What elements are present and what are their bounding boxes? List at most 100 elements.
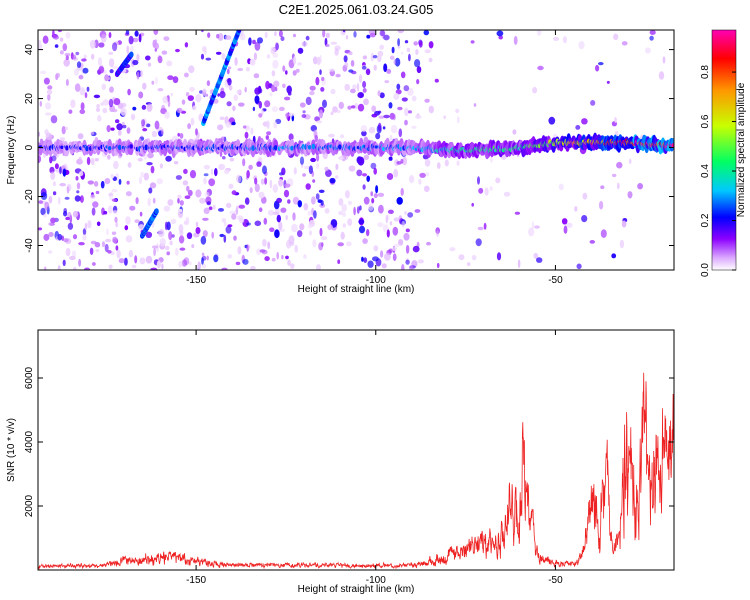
heatmap-cell bbox=[94, 158, 99, 162]
heatmap-cell bbox=[189, 170, 197, 179]
heatmap-cell bbox=[621, 41, 628, 46]
heatmap-cell bbox=[138, 176, 143, 185]
heatmap-cell bbox=[151, 80, 155, 85]
heatmap-cell bbox=[394, 243, 401, 247]
heatmap-cell bbox=[219, 233, 225, 238]
heatmap-cell bbox=[408, 110, 412, 114]
heatmap-cell bbox=[553, 36, 560, 41]
heatmap-cell bbox=[517, 259, 521, 269]
heatmap-cell bbox=[342, 30, 346, 33]
heatmap-cell bbox=[368, 126, 376, 134]
ridge-cell bbox=[273, 145, 278, 151]
heatmap-cell bbox=[627, 191, 633, 199]
heatmap-cell bbox=[232, 105, 236, 112]
heatmap-cell bbox=[244, 131, 249, 139]
heatmap-cell bbox=[360, 125, 368, 132]
heatmap-cell bbox=[312, 239, 317, 248]
heatmap-cell bbox=[235, 261, 241, 266]
heatmap-cell bbox=[388, 102, 393, 109]
heatmap-cell bbox=[260, 178, 265, 185]
heatmap-cell bbox=[393, 59, 396, 65]
heatmap-cell bbox=[125, 216, 131, 225]
heatmap-cell bbox=[117, 129, 122, 136]
heatmap-cell bbox=[134, 30, 139, 37]
heatmap-cell bbox=[649, 35, 654, 41]
heatmap-cell bbox=[316, 153, 320, 162]
heatmap-cell bbox=[278, 30, 283, 38]
heatmap-cell bbox=[384, 80, 390, 84]
heatmap-cell bbox=[418, 40, 423, 48]
heatmap-cell bbox=[456, 160, 460, 166]
heatmap-cell bbox=[305, 183, 311, 190]
heatmap-cell bbox=[616, 161, 623, 169]
heatmap-cell bbox=[315, 76, 320, 86]
heatmap-cell bbox=[415, 49, 419, 55]
heatmap-cell bbox=[78, 156, 82, 164]
heatmap-cell bbox=[356, 169, 363, 177]
heatmap-cell bbox=[312, 56, 318, 65]
heatmap-cell bbox=[561, 218, 568, 225]
heatmap-cell bbox=[346, 241, 352, 247]
heatmap-cell bbox=[107, 250, 112, 254]
heatmap-cell bbox=[238, 102, 245, 107]
heatmap-cell bbox=[190, 117, 195, 126]
heatmap-cell bbox=[377, 54, 382, 63]
heatmap-cell bbox=[307, 223, 313, 229]
heatmap-cell bbox=[324, 166, 329, 172]
heatmap-cell bbox=[74, 68, 79, 76]
heatmap-cell bbox=[400, 158, 404, 164]
heatmap-cell bbox=[63, 58, 70, 67]
heatmap-cell bbox=[534, 225, 540, 229]
heatmap-cell bbox=[377, 90, 381, 97]
heatmap-cell bbox=[49, 156, 53, 164]
heatmap-cell bbox=[195, 189, 202, 198]
ridge-cell bbox=[307, 145, 312, 150]
heatmap-cell bbox=[377, 122, 382, 132]
heatmap-cell bbox=[257, 37, 263, 44]
heatmap-cell bbox=[59, 50, 64, 55]
heatmap-cell bbox=[208, 206, 213, 211]
heatmap-cell bbox=[72, 54, 77, 60]
heatmap-cell bbox=[169, 240, 173, 246]
colorbar-tick-label: 0.4 bbox=[700, 164, 711, 178]
heatmap-cell bbox=[297, 230, 303, 238]
heatmap-cell bbox=[78, 74, 84, 80]
heatmap-cell bbox=[406, 47, 411, 53]
heatmap-cell bbox=[611, 253, 617, 259]
heatmap-cell bbox=[338, 198, 344, 206]
heatmap-cell bbox=[159, 237, 166, 247]
y-tick-label: 6000 bbox=[24, 366, 35, 389]
heatmap-cell bbox=[128, 249, 134, 258]
heatmap-cell bbox=[294, 244, 299, 253]
heatmap-cell bbox=[600, 185, 605, 189]
heatmap-cell bbox=[89, 39, 96, 49]
heatmap-cell bbox=[134, 219, 140, 224]
heatmap-cell bbox=[271, 70, 276, 77]
heatmap-cell bbox=[112, 108, 118, 113]
heatmap-cell bbox=[219, 91, 226, 99]
heatmap-cell bbox=[38, 131, 41, 137]
heatmap-cell bbox=[395, 89, 402, 95]
heatmap-cell bbox=[103, 210, 108, 215]
snr-line bbox=[38, 372, 674, 570]
heatmap-cell bbox=[201, 30, 204, 33]
heatmap-cell bbox=[258, 207, 263, 212]
heatmap-cell bbox=[360, 92, 364, 98]
heatmap-cell bbox=[252, 106, 256, 112]
heatmap-cell bbox=[175, 247, 179, 256]
heatmap-cell bbox=[81, 58, 87, 62]
heatmap-cell bbox=[458, 254, 465, 261]
heatmap-cell bbox=[130, 45, 134, 53]
heatmap-cell bbox=[65, 247, 71, 257]
heatmap-cell bbox=[61, 126, 66, 135]
heatmap-cell bbox=[201, 252, 205, 256]
heatmap-cell bbox=[195, 128, 198, 136]
heatmap-cell bbox=[428, 57, 433, 63]
heatmap-cell bbox=[531, 221, 535, 229]
heatmap-cell bbox=[303, 254, 307, 259]
heatmap-cell bbox=[89, 247, 94, 255]
heatmap-cell bbox=[132, 59, 139, 66]
heatmap-cell bbox=[94, 242, 101, 248]
heatmap-cell bbox=[382, 224, 389, 233]
heatmap-cell bbox=[272, 59, 279, 69]
